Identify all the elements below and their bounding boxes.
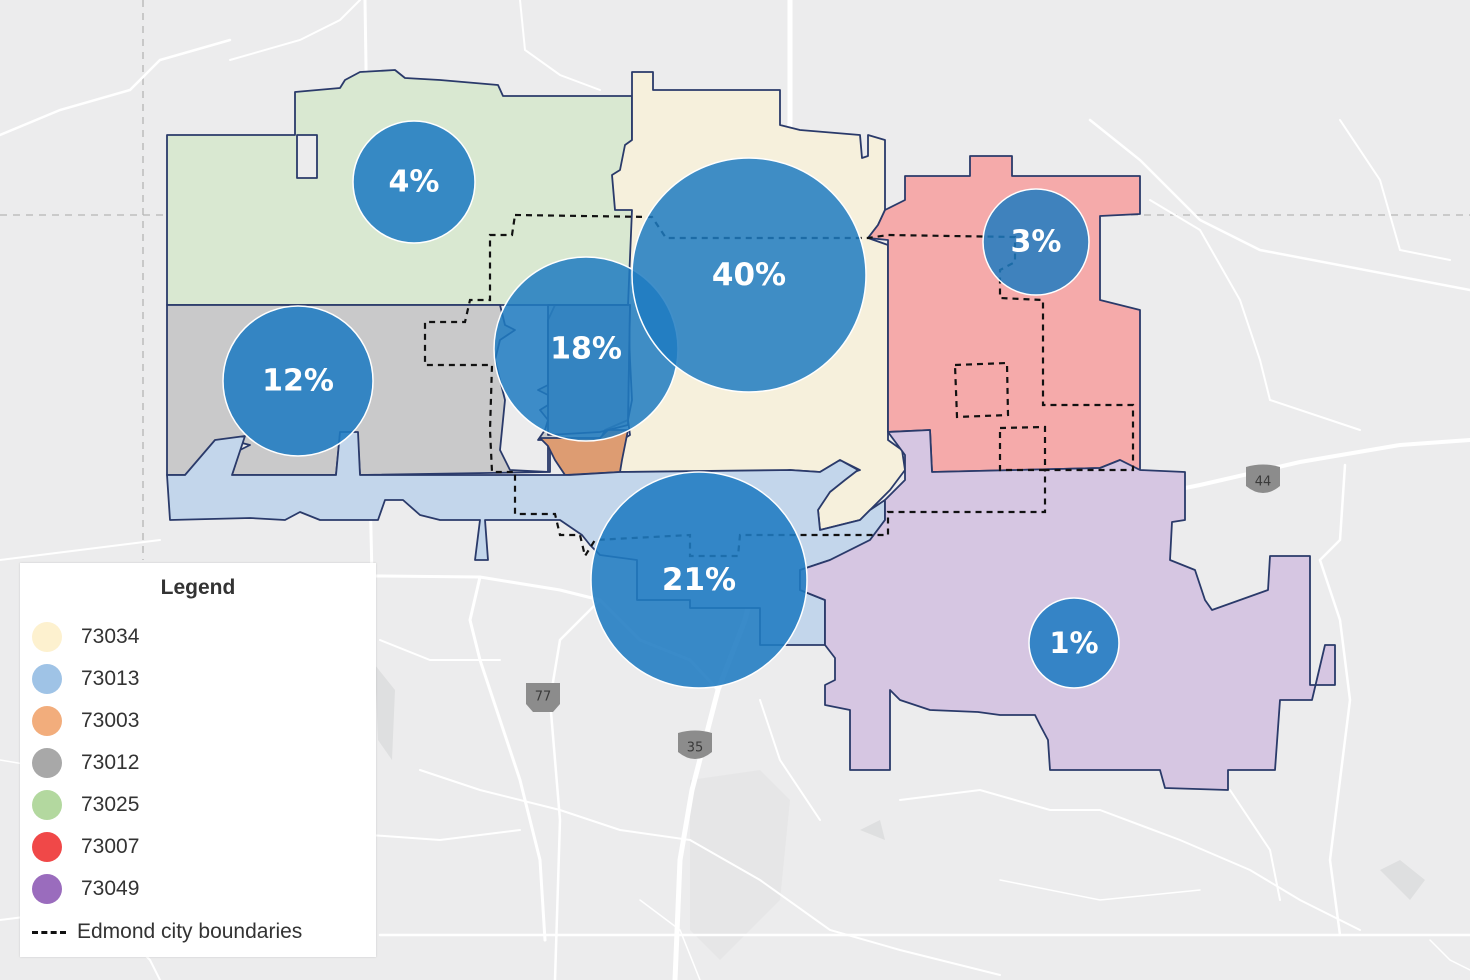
legend-item-city-boundaries: Edmond city boundaries	[32, 917, 302, 947]
legend-label: 73034	[81, 625, 140, 648]
svg-text:3%: 3%	[1011, 225, 1062, 260]
us-77-shield: 77	[526, 683, 560, 712]
legend-swatch	[32, 790, 62, 820]
legend-item-73034: 73034	[32, 622, 139, 652]
legend-label: Edmond city boundaries	[77, 920, 303, 943]
svg-text:18%: 18%	[550, 332, 622, 367]
bubble-73025: 4%	[352, 120, 476, 244]
percentage-bubbles: 4% 12% 18% 40% 3% 21% 1%	[222, 120, 1120, 689]
legend-swatch	[32, 874, 62, 904]
legend-swatch	[32, 622, 62, 652]
legend-swatch	[32, 748, 62, 778]
legend-title: Legend	[160, 576, 236, 599]
legend-item-73003: 73003	[32, 706, 139, 736]
svg-text:4%: 4%	[389, 165, 440, 200]
legend-item-73049: 73049	[32, 874, 139, 904]
basemap-terrain	[375, 665, 1425, 960]
legend-item-73025: 73025	[32, 790, 139, 820]
bubble-73013: 21%	[590, 471, 808, 689]
legend-label: 73007	[81, 835, 140, 858]
bubble-73007: 3%	[982, 188, 1090, 296]
legend-swatch	[32, 706, 62, 736]
bubble-73049: 1%	[1028, 597, 1120, 689]
i-44-shield: 44	[1246, 464, 1280, 493]
svg-text:44: 44	[1255, 475, 1272, 490]
svg-text:1%: 1%	[1049, 626, 1098, 660]
legend-label: 73025	[81, 793, 140, 816]
legend-swatch	[32, 664, 62, 694]
svg-text:12%: 12%	[262, 364, 334, 399]
legend-label: 73013	[81, 667, 140, 690]
i-35-shield: 35	[678, 730, 712, 759]
legend-item-73013: 73013	[32, 664, 139, 694]
svg-text:77: 77	[535, 690, 552, 705]
svg-text:35: 35	[687, 741, 704, 756]
dashed-line-icon	[32, 930, 66, 934]
svg-text:21%: 21%	[662, 562, 736, 598]
bubble-73012: 12%	[222, 305, 374, 457]
legend-item-73007: 73007	[32, 832, 139, 862]
bubble-73034: 40%	[631, 157, 867, 393]
legend-label: 73049	[81, 877, 140, 900]
svg-text:40%: 40%	[712, 257, 786, 293]
map-legend: Legend 73034 73013 73003 73012 73025 73007 730…	[20, 563, 376, 957]
legend-item-73012: 73012	[32, 748, 139, 778]
bubble-73003: 18%	[493, 256, 679, 442]
legend-swatch	[32, 832, 62, 862]
legend-label: 73003	[81, 709, 140, 732]
legend-label: 73012	[81, 751, 140, 774]
